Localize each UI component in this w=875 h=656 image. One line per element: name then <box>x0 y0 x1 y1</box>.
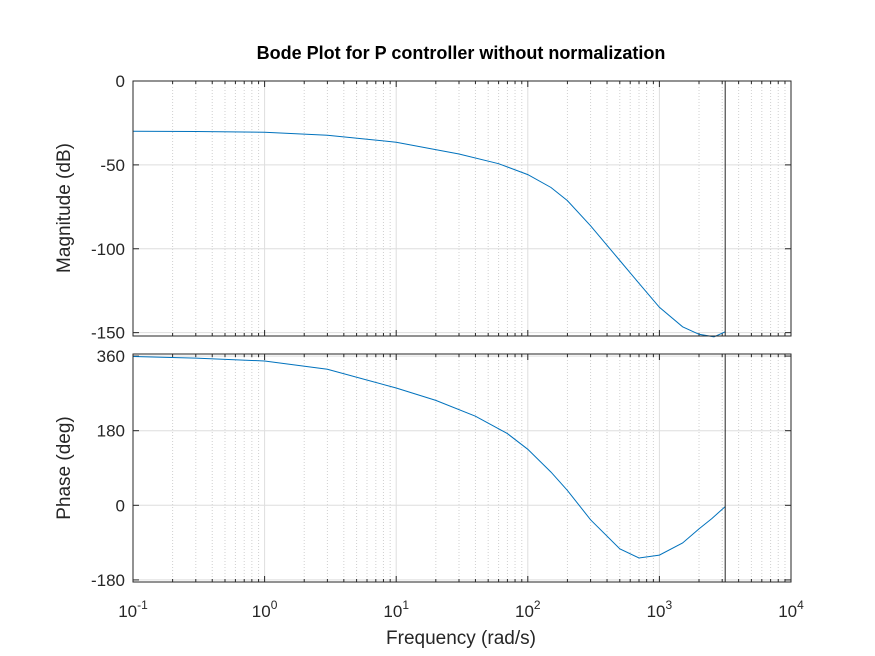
chart-title: Bode Plot for P controller without norma… <box>257 43 666 63</box>
phase-ylabel: Phase (deg) <box>54 416 75 520</box>
magnitude-series-line <box>132 130 726 338</box>
phase-axes-frame <box>132 353 792 583</box>
magnitude-axes-frame <box>132 80 792 337</box>
magnitude-y-tick-label: -150 <box>91 324 125 343</box>
magnitude-y-tick-label: -100 <box>91 240 125 259</box>
phase-y-tick-label: -180 <box>91 571 125 590</box>
x-axis-label: Frequency (rad/s) <box>386 628 536 649</box>
x-tick-label: 103 <box>647 598 673 621</box>
phase-y-tick-label: 360 <box>97 347 125 366</box>
x-tick-labels: 10-1 100 101 102 103 104 <box>118 598 804 621</box>
phase-y-tick-label: 0 <box>116 496 125 515</box>
magnitude-ylabel: Magnitude (dB) <box>54 143 75 273</box>
phase-y-tick-label: 180 <box>97 422 125 441</box>
x-tick-label: 101 <box>383 598 409 621</box>
magnitude-y-tick-label: 0 <box>116 72 125 91</box>
x-tick-label: 10-1 <box>118 598 148 621</box>
x-tick-label: 100 <box>252 598 278 621</box>
phase-panel: 360 180 0 -180 Phase (deg) <box>54 347 792 590</box>
x-tick-label: 104 <box>778 598 804 621</box>
x-tick-label: 102 <box>515 598 541 621</box>
magnitude-panel: 0 -50 -100 -150 Magnitude (dB) <box>54 72 792 343</box>
magnitude-y-tick-label: -50 <box>100 156 125 175</box>
phase-series-line <box>132 356 726 559</box>
